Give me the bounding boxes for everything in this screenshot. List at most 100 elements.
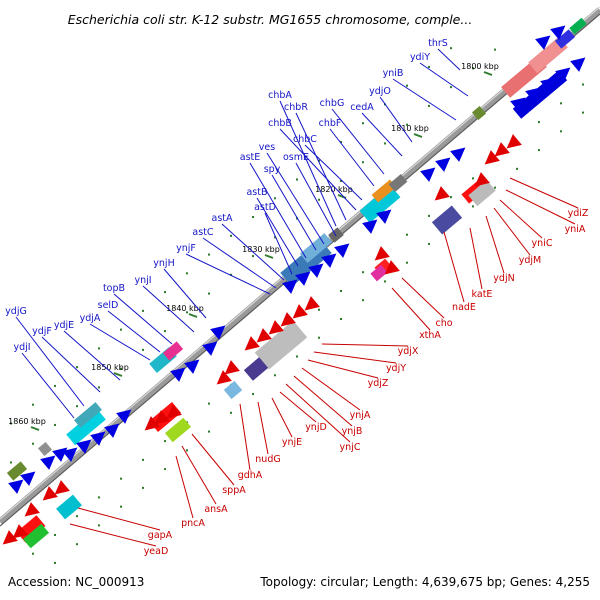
upper-leader-line	[271, 174, 317, 251]
gene-block	[66, 408, 106, 446]
guide-dot	[142, 486, 144, 489]
gene-block	[254, 320, 308, 370]
gene-block	[471, 105, 487, 121]
tick-label: 1850 kbp	[91, 363, 129, 372]
tick-label: 1800 kbp	[461, 62, 499, 71]
gene-label-lower: pncA	[181, 518, 205, 529]
reverse-gene-arrow	[374, 246, 390, 261]
gene-label-lower: ynjC	[340, 442, 361, 453]
reverse-gene-arrow	[384, 260, 400, 275]
guide-dot	[76, 405, 78, 408]
gene-label-upper: astC	[192, 227, 213, 238]
guide-dot	[120, 367, 122, 370]
forward-gene-arrow	[334, 243, 350, 258]
gene-label-lower: cho	[435, 318, 452, 329]
lower-leader-line	[443, 231, 465, 303]
guide-dot	[406, 261, 408, 264]
forward-gene-arrow	[450, 147, 466, 162]
gene-label-upper: cedA	[350, 102, 374, 113]
guide-dot	[208, 292, 210, 295]
guide-dot	[428, 242, 430, 245]
upper-leader-line	[379, 96, 413, 143]
lower-leader-line	[401, 277, 445, 319]
guide-dot	[32, 442, 34, 445]
forward-gene-arrow	[116, 409, 132, 424]
tick-label: 1810 kbp	[391, 124, 429, 133]
lower-leader-line	[271, 397, 293, 438]
upper-leader-line	[41, 336, 101, 393]
reverse-gene-arrow	[154, 410, 170, 425]
upper-leader-line	[295, 162, 337, 237]
gene-label-lower: ynjA	[350, 410, 371, 421]
guide-dot	[582, 111, 584, 114]
upper-leader-line	[304, 144, 363, 201]
gene-label-upper: osmE	[283, 152, 309, 163]
upper-leader-line	[256, 197, 299, 267]
guide-dot	[362, 299, 364, 302]
tick-mark	[113, 372, 123, 377]
forward-gene-arrow	[210, 325, 226, 340]
forward-gene-arrow	[510, 97, 526, 112]
lower-leader-line	[257, 401, 269, 455]
gene-label-lower: ydjZ	[368, 378, 389, 389]
lower-leader-line	[293, 375, 353, 427]
guide-dot	[318, 159, 320, 162]
tick-mark	[264, 254, 274, 259]
lower-leader-line	[239, 403, 251, 471]
lower-leader-line	[469, 227, 483, 290]
lower-leader-line	[279, 391, 317, 423]
gene-label-lower: nadE	[452, 302, 476, 313]
guide-dot	[450, 47, 452, 50]
gene-block	[243, 357, 269, 381]
guide-dot	[340, 140, 342, 143]
guide-dot	[208, 402, 210, 405]
upper-leader-line	[331, 108, 385, 175]
gene-block	[74, 402, 102, 428]
upper-leader-line	[249, 162, 307, 259]
guide-dot	[252, 255, 254, 258]
guide-dot	[186, 449, 188, 452]
guide-dot	[340, 317, 342, 320]
gene-label-upper: ydjA	[80, 313, 101, 324]
gene-label-upper: chbC	[293, 134, 317, 145]
gene-block	[299, 233, 333, 263]
gene-label-lower: gapA	[148, 530, 173, 541]
reverse-gene-arrow	[256, 328, 272, 343]
lower-leader-line	[175, 455, 194, 519]
guide-dot	[32, 552, 34, 555]
reverse-gene-arrow	[144, 416, 160, 431]
label-leader-lines	[15, 48, 579, 547]
lower-leader-line	[77, 507, 161, 531]
forward-gene-arrow	[540, 77, 556, 92]
guide-dot	[98, 347, 100, 350]
gene-label-upper: selD	[98, 300, 119, 311]
guide-dot	[318, 336, 320, 339]
guide-dot	[142, 309, 144, 312]
topology-summary: Topology: circular; Length: 4,639,675 bp…	[259, 575, 590, 589]
upper-leader-line	[21, 352, 75, 419]
upper-leader-line	[266, 152, 325, 245]
gene-block	[512, 70, 568, 119]
guide-dots	[10, 47, 584, 564]
gene-label-upper: ynjF	[176, 243, 196, 254]
tick-label: 1830 kbp	[242, 245, 280, 254]
gene-block	[359, 185, 401, 223]
guide-dot	[10, 422, 12, 425]
gene-label-lower: katE	[472, 289, 493, 300]
gene-label-upper: ydjE	[54, 320, 74, 331]
guide-dot	[340, 289, 342, 292]
gene-label-upper: ydjO	[369, 86, 391, 97]
guide-dot	[582, 83, 584, 86]
guide-dot	[538, 149, 540, 152]
guide-dot	[76, 543, 78, 546]
reverse-gene-arrow	[54, 480, 70, 495]
forward-gene-arrow	[20, 471, 36, 486]
lower-leader-line	[505, 189, 576, 225]
guide-dot	[142, 348, 144, 351]
lower-leader-line	[499, 199, 543, 239]
upper-leader-line	[329, 128, 375, 187]
upper-leader-line	[107, 310, 161, 353]
upper-leader-line	[437, 48, 461, 71]
upper-leader-line	[279, 100, 337, 227]
